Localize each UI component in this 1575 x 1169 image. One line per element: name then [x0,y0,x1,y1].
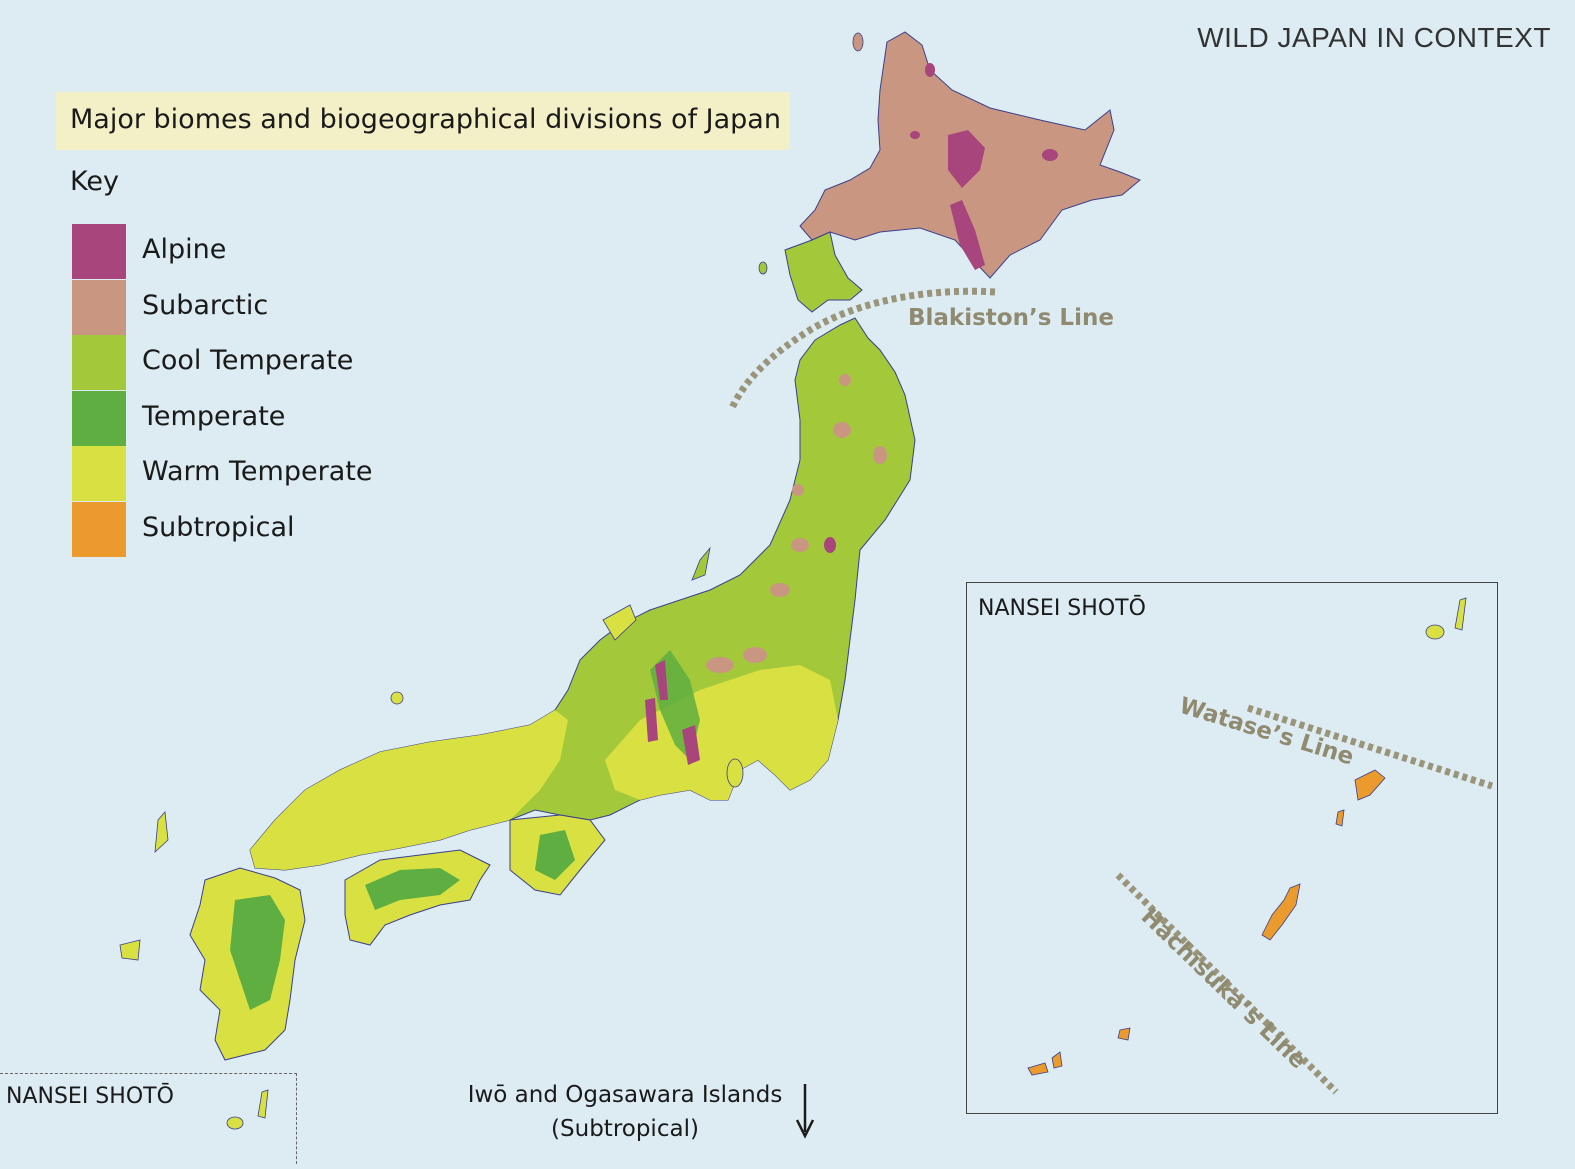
chubu-subarctic-1 [706,657,734,673]
legend-label-warm-temperate: Warm Temperate [142,456,373,488]
tohoku-subarctic-1 [770,583,790,597]
watase-line [1246,704,1494,790]
inset-miyako [1117,1027,1131,1041]
inset-okinawa [1261,883,1301,941]
inset-amami-oshima [1354,769,1386,801]
sado-island [691,546,711,581]
hokkaido-alpine-west [910,131,920,139]
tohoku-subarctic-5 [839,374,851,386]
akaishi-mountains-alpine [682,725,700,765]
nansei-shoto-inset-frame [966,582,1498,1114]
hokkaido-alpine-shiretoko [1042,149,1058,161]
hokkaido-oshima-cool-temperate [784,231,863,313]
honshu [249,317,916,896]
kii-temperate [535,830,575,880]
legend-label-subtropical: Subtropical [142,511,295,543]
honshu-kanto-warm-temperate [605,665,838,800]
inset-islands [1027,597,1467,1076]
legend-label-cool-temperate: Cool Temperate [142,345,354,377]
legend-label-alpine: Alpine [142,234,227,265]
legend-swatch-cool-temperate [72,335,126,391]
kyushu [119,811,306,1061]
chubu-subarctic-2 [743,647,767,663]
hokkaido-alpine-north [925,63,935,77]
tsushima-island [154,811,169,854]
shikoku [344,849,491,946]
hachisuka-line [1115,872,1339,1095]
iwo-ogasawara-note: Iwō and Ogasawara Islands (Subtropical) [450,1078,800,1146]
okushiri-island [758,261,768,275]
legend-swatch-subtropical [72,501,126,557]
inset-yakushima [1454,597,1467,631]
izu-peninsula [726,758,744,788]
down-arrow-icon [795,1084,815,1139]
small-inset-yakushima [257,1089,269,1119]
oki-islands [390,691,404,705]
hokkaido [758,31,1141,313]
legend-swatch-subarctic [72,279,126,335]
legend-swatch-alpine [72,224,126,279]
inset-iriomote [1027,1062,1049,1076]
chugoku-warm-temperate [250,710,568,870]
inset-tanegashima [1425,624,1445,640]
nansei-shoto-locator-title: NANSEI SHOTŌ [6,1084,174,1109]
blakiston-line-label: Blakiston’s Line [908,305,1114,331]
noto-peninsula [602,604,637,641]
iwo-ogasawara-biome: (Subtropical) [551,1116,699,1142]
running-head: WILD JAPAN IN CONTEXT [1197,22,1551,53]
legend-swatch-warm-temperate [72,446,126,502]
small-inset-islands [226,1089,269,1130]
nansei-shoto-locator-frame [0,1073,297,1164]
inset-tokunoshima [1335,809,1345,827]
tohoku-subarctic-3 [833,422,851,438]
map-title: Major biomes and biogeographical divisio… [70,104,781,135]
tohoku-alpine-1 [824,537,836,553]
small-inset-tanegashima [226,1116,244,1130]
nansei-shoto-inset-title: NANSEI SHOTŌ [978,596,1146,621]
blakiston-line [728,287,996,410]
kiso-mountains-alpine [645,698,658,742]
map-title-box: Major biomes and biogeographical divisio… [56,92,790,150]
inset-ishigaki [1051,1051,1063,1069]
kyushu-temperate [230,895,285,1010]
tohoku-subarctic-2 [791,538,809,552]
shikoku-temperate [365,868,460,910]
key-title: Key [70,166,119,197]
hokkaido-alpine-hidaka [950,200,985,270]
hida-mountains-alpine [655,660,668,700]
legend-label-subarctic: Subarctic [142,289,269,321]
tohoku-subarctic-6 [792,484,804,496]
legend-swatch-temperate [72,390,126,446]
hokkaido-alpine-daisetsu [948,130,985,188]
iwo-ogasawara-label: Iwō and Ogasawara Islands [467,1082,783,1108]
legend-label-temperate: Temperate [142,400,286,432]
goto-islands [119,939,141,961]
rishiri-island [852,32,864,52]
tohoku-subarctic-4 [873,446,887,464]
